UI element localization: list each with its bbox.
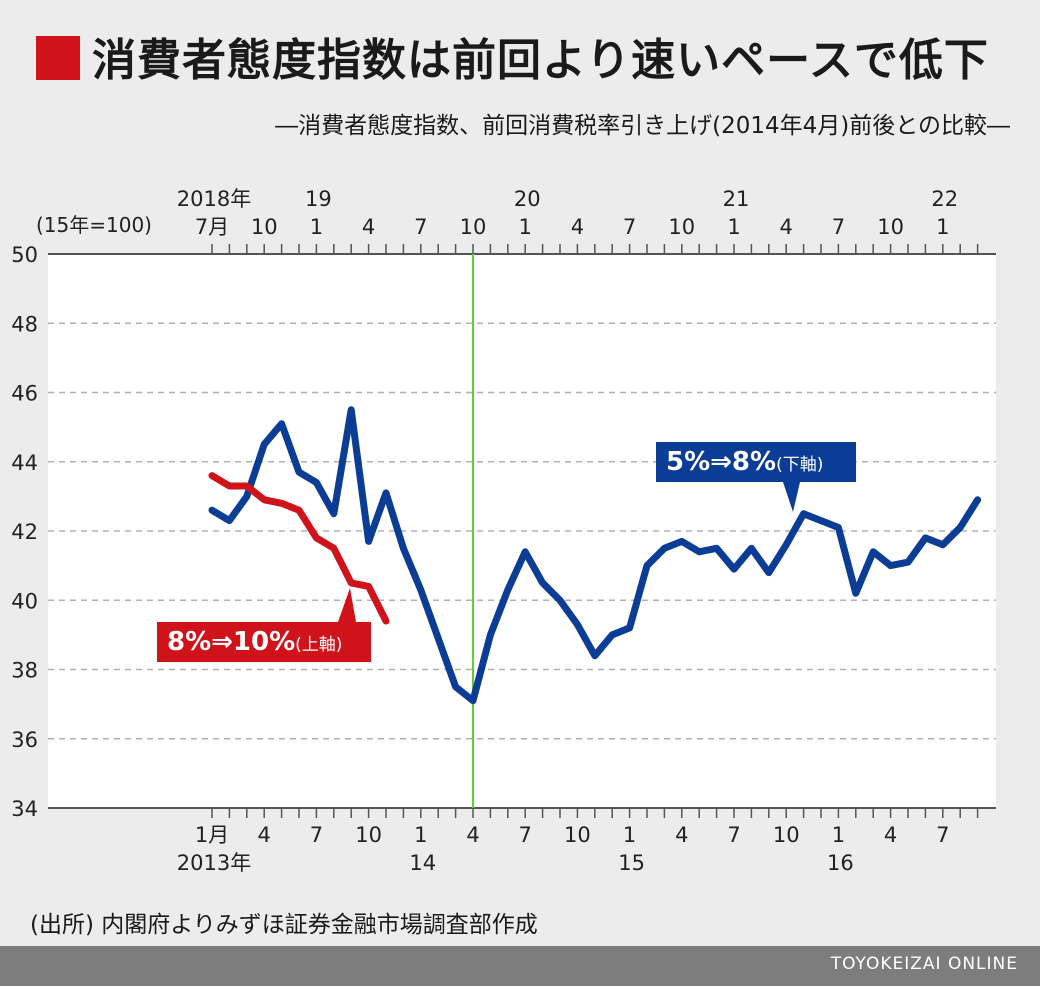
bottom-axis-year-label: 14 (409, 851, 436, 875)
top-axis-month-label: 1 (727, 215, 740, 239)
bottom-axis-month-label: 10 (773, 823, 800, 847)
source-note: (出所) 内閣府よりみずほ証券金融市場調査部作成 (30, 912, 538, 938)
bottom-axis-month-label: 4 (466, 823, 479, 847)
bottom-axis-month-label: 4 (884, 823, 897, 847)
chart-title: 消費者態度指数は前回より速いペースで低下 (92, 35, 989, 86)
bottom-axis-month-label: 1 (623, 823, 636, 847)
callout-pointer (338, 588, 356, 622)
top-axis-month-label: 7 (623, 215, 636, 239)
y-tick-label: 38 (11, 659, 38, 683)
bottom-axis-year-label: 2013年 (177, 851, 251, 875)
bottom-axis-year-label: 16 (827, 851, 854, 875)
top-axis-month-label: 1 (519, 215, 532, 239)
y-tick-label: 42 (11, 520, 38, 544)
bottom-axis-month-label: 4 (675, 823, 688, 847)
bottom-axis-month-label: 7 (936, 823, 949, 847)
footer-bar: TOYOKEIZAI ONLINE (0, 946, 1040, 986)
callout-axis-note: (上軸) (295, 635, 342, 655)
top-axis-month-label: 1 (936, 215, 949, 239)
bottom-axis-month-label: 4 (258, 823, 271, 847)
bottom-axis-month-label: 10 (564, 823, 591, 847)
top-axis-month-label: 7 (832, 215, 845, 239)
callout-label: 5%⇒8%(下軸) (666, 447, 823, 477)
bottom-axis-month-label: 7 (310, 823, 323, 847)
bottom-axis-month-label: 1 (414, 823, 427, 847)
y-tick-label: 48 (11, 312, 38, 336)
chart-subtitle: ―消費者態度指数、前回消費税率引き上げ(2014年4月)前後との比較― (275, 113, 1010, 139)
series-line-red (208, 472, 390, 625)
top-axis-year-label: 21 (723, 187, 750, 211)
top-axis-year-label: 22 (931, 187, 958, 211)
top-axis-month-label: 7月 (195, 215, 229, 239)
bottom-axis-month-label: 7 (727, 823, 740, 847)
callout-pointer (783, 482, 800, 512)
bottom-axis-month-label: 10 (355, 823, 382, 847)
top-axis-month-label: 4 (780, 215, 793, 239)
series-line-blue (208, 406, 982, 705)
bottom-axis-month-label: 7 (519, 823, 532, 847)
bottom-axis-month-label: 1月 (195, 823, 229, 847)
y-tick-label: 34 (11, 797, 38, 821)
y-tick-label: 40 (11, 589, 38, 613)
y-tick-label: 46 (11, 382, 38, 406)
top-axis-month-label: 4 (362, 215, 375, 239)
top-axis-month-label: 7 (414, 215, 427, 239)
top-axis-month-label: 10 (460, 215, 487, 239)
title-square-icon (36, 36, 80, 80)
top-axis-year-label: 2018年 (177, 187, 251, 211)
bottom-axis-year-label: 15 (618, 851, 645, 875)
bottom-axis-month-label: 1 (832, 823, 845, 847)
brand-label: TOYOKEIZAI ONLINE (830, 954, 1018, 974)
y-tick-label: 44 (11, 451, 38, 475)
callout-box (157, 622, 371, 662)
top-axis-month-label: 10 (877, 215, 904, 239)
top-axis-month-label: 4 (571, 215, 584, 239)
top-axis-month-label: 10 (668, 215, 695, 239)
callout-axis-note: (下軸) (776, 455, 823, 475)
callout-box (656, 442, 856, 482)
top-axis-month-label: 10 (251, 215, 278, 239)
top-axis-month-label: 1 (310, 215, 323, 239)
y-tick-label: 50 (11, 243, 38, 267)
top-axis-year-label: 20 (514, 187, 541, 211)
y-tick-label: 36 (11, 728, 38, 752)
unit-label: (15年=100) (36, 213, 152, 237)
top-axis-year-label: 19 (305, 187, 332, 211)
